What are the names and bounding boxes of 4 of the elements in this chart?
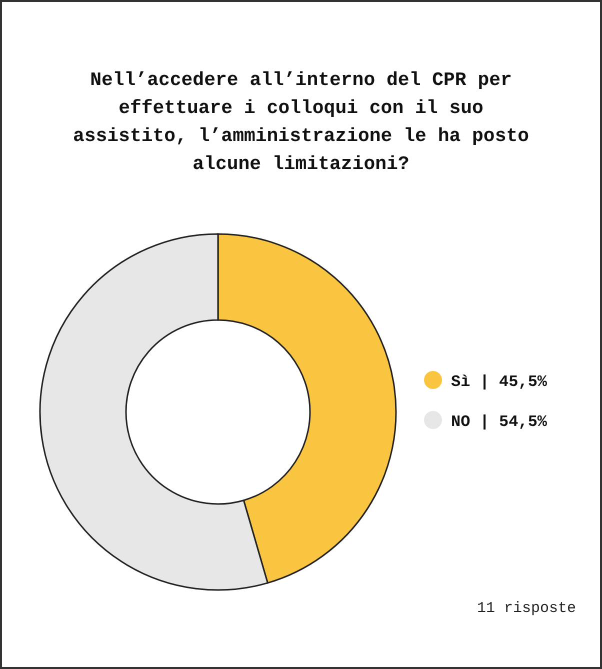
legend-label: NO | 54,5% bbox=[451, 413, 548, 431]
chart-title: Nell’accedere all’interno del CPR per effettuare i colloqui con il suo assistito, l’amministrazione le ha posto alcune limitazioni? bbox=[72, 69, 530, 175]
legend-label: Sì | 45,5% bbox=[451, 373, 548, 391]
text: 11 risposte bbox=[476, 600, 576, 617]
